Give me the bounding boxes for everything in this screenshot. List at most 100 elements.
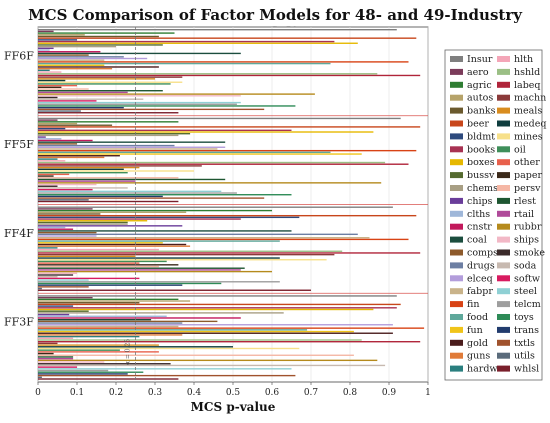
bar-banks-FF3F <box>38 302 140 304</box>
x-tick-label: 0.4 <box>187 388 202 398</box>
bar-agric-FF6F <box>38 32 175 34</box>
x-tick-label: 0.9 <box>382 388 397 398</box>
bar-drugs-FF5F <box>38 144 175 147</box>
bar-paper-FF6F <box>38 86 62 89</box>
bar-steel-FF5F <box>38 190 222 193</box>
legend-label-bldmt: bldmt <box>467 131 495 142</box>
legend-label-softw: softw <box>514 273 540 284</box>
bar-fun-FF5F <box>38 153 362 155</box>
bar-food-FF4F <box>38 240 280 242</box>
bar-fin-FF5F <box>38 149 417 152</box>
bar-ships-FF4F <box>38 272 77 274</box>
bar-txtls-FF3F <box>38 374 296 377</box>
legend-label-Insur: Insur <box>467 54 493 65</box>
bar-food-FF6F <box>38 62 331 65</box>
bar-banks-FF6F <box>38 35 159 38</box>
bar-gold-FF5F <box>38 155 120 157</box>
bar-fun-FF3F <box>38 330 354 333</box>
bar-fin-FF6F <box>38 61 409 63</box>
bar-oil-FF4F <box>38 260 167 263</box>
legend-label-comps: comps <box>467 248 498 259</box>
bar-autos-FF5F <box>38 122 77 125</box>
x-tick-label: 0.2 <box>109 388 123 398</box>
bar-boxes-FF5F <box>38 131 374 133</box>
bar-meals-FF6F <box>38 78 155 80</box>
legend-swatch-paper <box>497 172 510 179</box>
legend-label-paper: paper <box>514 170 542 181</box>
bar-mines-FF6F <box>38 81 183 83</box>
bar-labeq-FF4F <box>38 252 421 254</box>
bar-chems-FF5F <box>38 134 179 137</box>
bar-hshld-FF4F <box>38 250 343 252</box>
y-axis-categories: FF6F FF5F FF4F FF3F <box>4 49 34 328</box>
bar-Insur-FF3F <box>38 295 397 297</box>
legend-swatch-chips <box>450 197 463 204</box>
bar-cnstr-FF3F <box>38 317 241 319</box>
bar-toys-FF3F <box>38 371 144 373</box>
bar-bussv-FF4F <box>38 221 128 224</box>
legend-swatch-telcm <box>497 301 510 308</box>
x-tick-label: 0.6 <box>265 388 280 398</box>
bar-guns-FF6F <box>38 67 113 70</box>
bar-medeq-FF6F <box>38 79 66 82</box>
bar-whlsl-FF5F <box>38 200 179 203</box>
bar-fabpr-FF4F <box>38 237 370 239</box>
bar-hardw-FF3F <box>38 335 140 338</box>
legend-label-gold: gold <box>467 338 488 349</box>
bar-fabpr-FF3F <box>38 325 179 328</box>
bar-aero-FF5F <box>38 119 58 121</box>
bar-fabpr-FF5F <box>38 148 218 150</box>
bar-chips-FF5F <box>38 136 46 138</box>
bar-bldmt-FF3F <box>38 305 74 307</box>
bar-guns-FF4F <box>38 245 191 247</box>
legend-label-hardw: hardw <box>467 364 498 375</box>
bar-persv-FF6F <box>38 88 89 90</box>
legend-swatch-fin <box>450 301 463 308</box>
legend-label-trans: trans <box>514 325 539 336</box>
bar-aero-FF6F <box>38 30 54 33</box>
bar-fin-FF3F <box>38 327 425 329</box>
bar-steel-FF6F <box>38 101 241 104</box>
bar-hshld-FF3F <box>38 339 362 341</box>
bar-mines-FF3F <box>38 347 300 350</box>
bar-rlest-FF4F <box>38 267 245 269</box>
bar-books-FF6F <box>38 40 335 43</box>
bar-hlth-FF5F <box>38 160 66 162</box>
bar-rubbr-FF5F <box>38 182 382 184</box>
legend-swatch-steel <box>497 288 510 295</box>
legend-swatch-aero <box>450 68 463 75</box>
legend-label-drugs: drugs <box>467 260 495 271</box>
bar-bldmt-FF4F <box>38 216 300 219</box>
bar-chips-FF6F <box>38 47 54 50</box>
legend-label-mines: mines <box>514 131 543 142</box>
bar-softw-FF5F <box>38 188 93 191</box>
bar-ships-FF3F <box>38 361 105 363</box>
legend-label-fin: fin <box>467 299 479 310</box>
legend-swatch-utils <box>497 352 510 359</box>
legend-swatch-rtail <box>497 210 510 217</box>
bar-cnstr-FF5F <box>38 139 93 142</box>
bar-hshld-FF5F <box>38 161 386 164</box>
bar-utils-FF6F <box>38 110 81 112</box>
bar-autos-FF4F <box>38 211 187 213</box>
bar-bldmt-FF6F <box>38 39 77 41</box>
bar-softw-FF3F <box>38 366 77 368</box>
bar-softw-FF6F <box>38 100 97 102</box>
bar-food-FF5F <box>38 151 331 154</box>
legend-swatch-autos <box>450 94 463 101</box>
bar-softw-FF4F <box>38 277 140 280</box>
bar-rlest-FF3F <box>38 356 74 358</box>
bar-banks-FF5F <box>38 124 113 126</box>
bar-agric-FF5F <box>38 121 179 123</box>
legend-label-coal: coal <box>467 235 487 246</box>
legend-label-books: books <box>467 144 495 155</box>
bar-hlth-FF3F <box>38 337 74 340</box>
bar-utils-FF5F <box>38 199 89 201</box>
legend-swatch-fabpr <box>450 288 463 295</box>
bar-Insur-FF6F <box>38 29 397 31</box>
bar-toys-FF6F <box>38 105 296 107</box>
bar-elceq-FF6F <box>38 57 148 60</box>
legend-swatch-chems <box>450 185 463 191</box>
